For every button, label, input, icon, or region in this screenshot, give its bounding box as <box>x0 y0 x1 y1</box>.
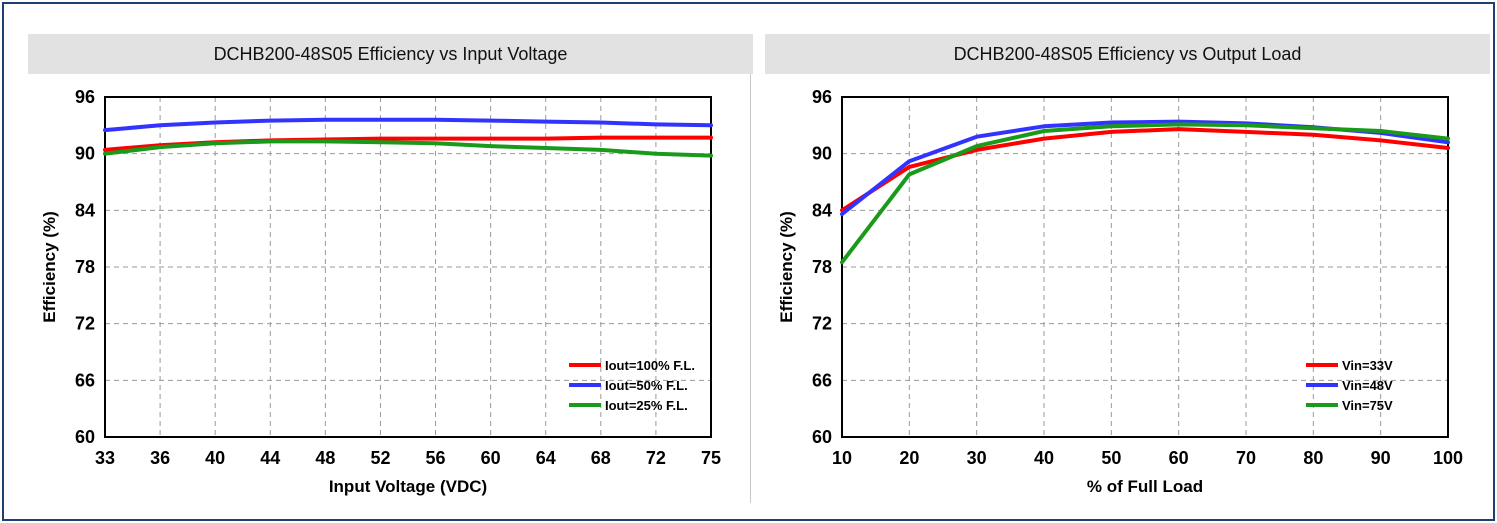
series-line <box>842 122 1448 215</box>
y-tick-label: 66 <box>75 370 95 390</box>
legend-label: Vin=48V <box>1342 378 1393 393</box>
y-tick-label: 84 <box>75 200 95 220</box>
series-line <box>842 124 1448 262</box>
x-tick-label: 44 <box>260 448 280 468</box>
x-tick-label: 48 <box>315 448 335 468</box>
x-tick-label: 56 <box>426 448 446 468</box>
chart-panel-output-load: DCHB200-48S05 Efficiency vs Output Load … <box>765 34 1490 514</box>
y-tick-label: 72 <box>812 314 832 334</box>
x-tick-label: 50 <box>1101 448 1121 468</box>
x-tick-label: 70 <box>1236 448 1256 468</box>
x-tick-label: 72 <box>646 448 666 468</box>
efficiency-vs-output-load-chart: 10 20 30 40 50 60 70 80 90 100 60 66 72 78 84 90 96 % of … <box>765 74 1490 514</box>
y-tick-label: 90 <box>812 144 832 164</box>
x-tick-label: 30 <box>967 448 987 468</box>
chart-panel-input-voltage: DCHB200-48S05 Efficiency vs Input Voltag… <box>28 34 753 514</box>
y-tick-label: 96 <box>75 87 95 107</box>
x-tick-label: 10 <box>832 448 852 468</box>
x-tick-label: 60 <box>1169 448 1189 468</box>
y-tick-label: 60 <box>75 427 95 447</box>
x-tick-label: 60 <box>481 448 501 468</box>
x-tick-label: 90 <box>1371 448 1391 468</box>
y-tick-label: 90 <box>75 144 95 164</box>
y-tick-label: 78 <box>812 257 832 277</box>
legend-label: Iout=25% F.L. <box>605 398 688 413</box>
x-tick-label: 68 <box>591 448 611 468</box>
legend-label: Iout=50% F.L. <box>605 378 688 393</box>
x-tick-label: 33 <box>95 448 115 468</box>
series-line <box>842 129 1448 210</box>
y-axis-label: Efficiency (%) <box>40 211 59 322</box>
y-tick-label: 60 <box>812 427 832 447</box>
legend-label: Vin=75V <box>1342 398 1393 413</box>
x-axis-label: Input Voltage (VDC) <box>329 477 487 496</box>
x-tick-label: 40 <box>205 448 225 468</box>
chart-title: DCHB200-48S05 Efficiency vs Input Voltag… <box>28 34 753 74</box>
series-line <box>105 120 711 130</box>
x-tick-label: 75 <box>701 448 721 468</box>
chart-title: DCHB200-48S05 Efficiency vs Output Load <box>765 34 1490 74</box>
y-tick-label: 66 <box>812 370 832 390</box>
x-tick-label: 40 <box>1034 448 1054 468</box>
y-axis-label: Efficiency (%) <box>777 211 796 322</box>
x-axis-label: % of Full Load <box>1087 477 1203 496</box>
x-tick-label: 20 <box>899 448 919 468</box>
y-tick-label: 96 <box>812 87 832 107</box>
x-tick-label: 64 <box>536 448 556 468</box>
x-tick-label: 52 <box>370 448 390 468</box>
x-tick-label: 80 <box>1303 448 1323 468</box>
y-tick-label: 84 <box>812 200 832 220</box>
y-tick-label: 78 <box>75 257 95 277</box>
legend-label: Iout=100% F.L. <box>605 358 695 373</box>
y-tick-label: 72 <box>75 314 95 334</box>
x-tick-label: 100 <box>1433 448 1463 468</box>
legend-label: Vin=33V <box>1342 358 1393 373</box>
x-tick-label: 36 <box>150 448 170 468</box>
efficiency-vs-input-voltage-chart: 33 36 40 44 48 52 56 60 64 68 72 75 60 66 72 78 84 90 96 In… <box>28 74 753 514</box>
